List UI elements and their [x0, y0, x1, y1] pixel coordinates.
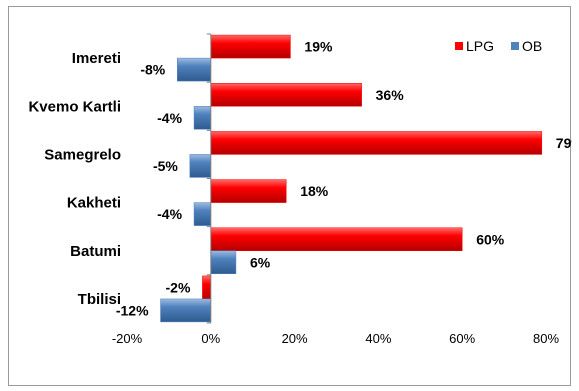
bar-ob-kakheti [193, 202, 212, 226]
data-label-lpg-tbilisi: -2% [166, 279, 191, 295]
bar-chart: -20% 0% 20% 40% 60% 80% Imereti 19% -8% Kvemo Ka… [28, 33, 572, 346]
bar-ob-batumi [210, 250, 237, 274]
data-label-lpg-kakheti: 18% [300, 183, 329, 199]
x-tick-label: 60% [449, 331, 475, 346]
bar-lpg-samegrelo [210, 131, 543, 155]
category-label-samegrelo: Samegrelo [44, 146, 121, 163]
category-label-kvemo-kartli: Kvemo Kartli [28, 98, 121, 115]
chart-frame: -20% 0% 20% 40% 60% 80% Imereti 19% -8% Kvemo Ka… [8, 6, 572, 386]
legend-label-lpg: LPG [466, 38, 494, 54]
bar-lpg-tbilisi [202, 275, 212, 300]
x-tick-label: 80% [533, 331, 559, 346]
legend-swatch-ob [511, 42, 519, 50]
category-label-kakheti: Kakheti [67, 195, 121, 212]
data-label-ob-kakheti: -4% [157, 206, 182, 222]
x-tick-label: 0% [201, 331, 220, 346]
bar-ob-tbilisi [160, 298, 212, 323]
legend-label-ob: OB [522, 38, 542, 54]
category-label-tbilisi: Tbilisi [78, 291, 121, 308]
data-label-ob-tbilisi: -12% [116, 302, 149, 318]
x-tick-label: 40% [365, 331, 391, 346]
bar-lpg-kvemo-kartli [210, 83, 362, 107]
category-label-imereti: Imereti [72, 50, 121, 67]
bar-lpg-kakheti [210, 179, 287, 203]
data-label-lpg-imereti: 19% [304, 39, 333, 55]
bar-ob-kvemo-kartli [193, 106, 212, 130]
category-label-batumi: Batumi [70, 243, 121, 260]
bar-ob-samegrelo [189, 154, 212, 178]
x-tick-label: 20% [282, 331, 308, 346]
data-label-ob-samegrelo: -5% [153, 158, 178, 174]
data-label-ob-batumi: 6% [250, 254, 271, 270]
legend-swatch-lpg [455, 42, 463, 50]
data-label-ob-imereti: -8% [140, 62, 165, 78]
data-label-lpg-batumi: 60% [476, 231, 505, 247]
x-tick-label: -20% [112, 331, 143, 346]
bar-lpg-batumi [210, 227, 463, 251]
data-label-ob-kvemo-kartli: -4% [157, 110, 182, 126]
data-label-lpg-kvemo-kartli: 36% [376, 87, 405, 103]
bar-lpg-imereti [210, 34, 291, 59]
bar-ob-imereti [177, 57, 212, 82]
data-label-lpg-samegrelo: 79% [556, 135, 572, 151]
